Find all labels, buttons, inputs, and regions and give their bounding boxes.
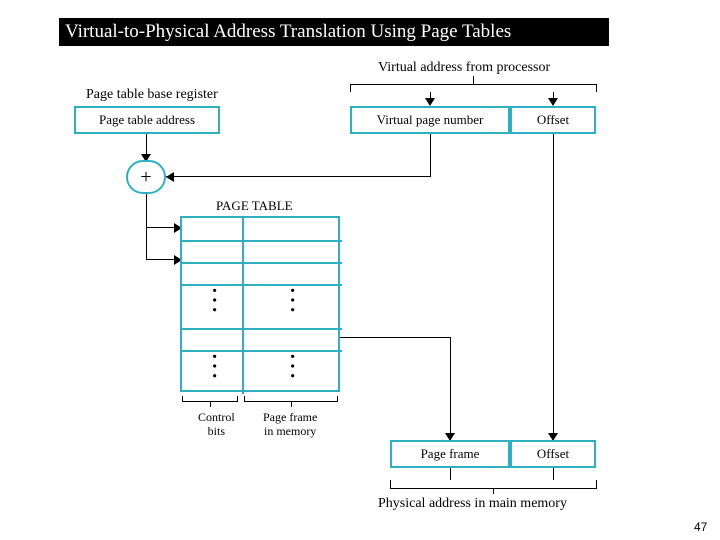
- dots-1a: · · ·: [202, 287, 225, 312]
- bracket-bot-r: [596, 480, 597, 488]
- line-vpn-down: [430, 134, 431, 176]
- table-col-divider: [242, 218, 244, 394]
- label-physical-address: Physical address in main memory: [378, 496, 567, 512]
- bracket-bot-l: [390, 480, 391, 488]
- brace-page-frame: [244, 396, 338, 402]
- box-virtual-page-number: Virtual page number: [350, 106, 510, 134]
- label-control-bits: Controlbits: [198, 410, 235, 439]
- dots-2b: · · ·: [280, 353, 303, 378]
- line-out-off2: [553, 468, 554, 480]
- label-page-table-address: Page table address: [99, 112, 195, 128]
- label-offset-top: Offset: [537, 112, 569, 128]
- box-adder: +: [126, 160, 166, 194]
- dots-2a: · · ·: [202, 353, 225, 378]
- line-offset-down: [553, 134, 554, 440]
- table-row-5: [182, 350, 342, 352]
- bracket-top-l: [350, 84, 351, 92]
- label-page-table: PAGE TABLE: [216, 198, 293, 214]
- line-table-down: [450, 337, 451, 440]
- bracket-bot-stem: [493, 488, 494, 494]
- dots-1b: · · ·: [280, 287, 303, 312]
- table-row-3: [182, 284, 342, 286]
- box-offset-bottom: Offset: [510, 440, 596, 468]
- line-table-out: [340, 337, 450, 338]
- line-into-vpn: [430, 92, 431, 100]
- label-plus: +: [140, 166, 151, 189]
- table-row-1: [182, 240, 342, 242]
- label-vpn: Virtual page number: [377, 112, 484, 128]
- page-number: 47: [694, 520, 707, 534]
- box-page-frame: Page frame: [390, 440, 510, 468]
- table-row-2: [182, 262, 342, 264]
- bracket-top-r: [596, 84, 597, 92]
- label-ptbr: Page table base register: [86, 87, 218, 103]
- line-vpn-left: [166, 176, 431, 177]
- label-page-frame-mem: Page framein memory: [263, 410, 317, 439]
- label-page-frame: Page frame: [421, 446, 480, 462]
- brace-control-bits: [182, 396, 238, 402]
- label-offset-bottom: Offset: [537, 446, 569, 462]
- bracket-top-h: [350, 84, 596, 85]
- bracket-top-stem: [473, 76, 474, 84]
- box-offset-top: Offset: [510, 106, 596, 134]
- box-page-table-address: Page table address: [74, 106, 220, 134]
- table-row-4: [182, 328, 342, 330]
- slide-title: Virtual-to-Physical Address Translation …: [59, 18, 609, 46]
- line-out-pframe: [450, 468, 451, 480]
- arrow-vpn-to-plus: [166, 172, 174, 182]
- label-virtual-address: Virtual address from processor: [378, 60, 550, 76]
- line-into-off1: [553, 92, 554, 100]
